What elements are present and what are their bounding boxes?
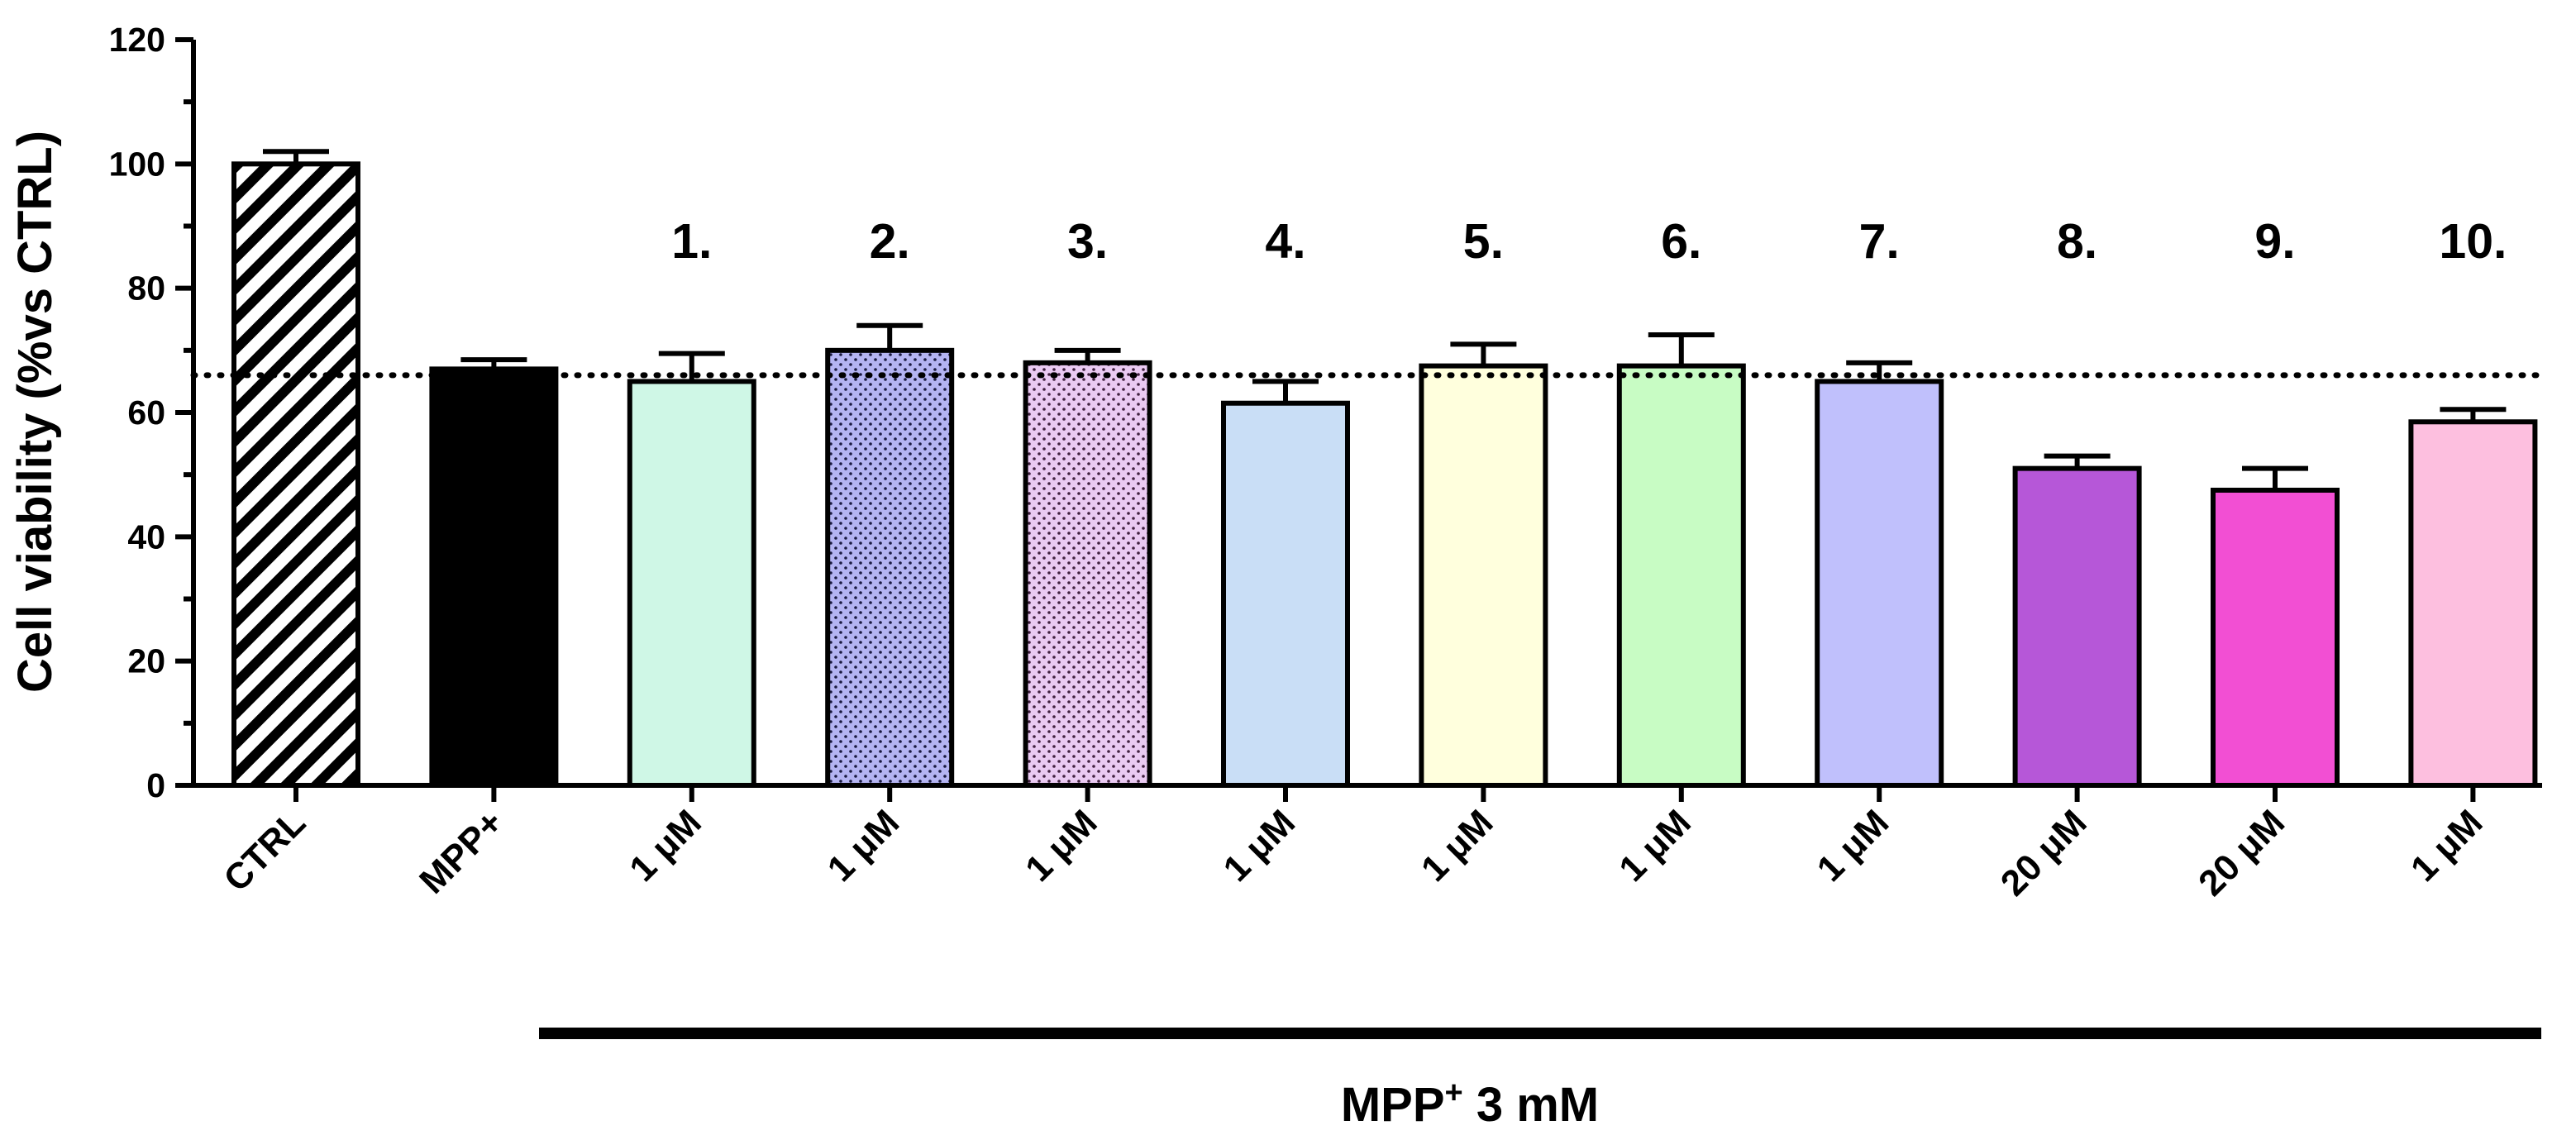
compound-number-label: 2. xyxy=(870,214,910,269)
group-label: MPP+ 3 mM xyxy=(1341,1076,1599,1132)
y-axis: 0 20 40 60 80 100 120 xyxy=(109,21,2542,804)
bar xyxy=(627,379,756,788)
y-tick-label: 60 xyxy=(127,394,165,432)
y-tick-label: 40 xyxy=(127,518,165,556)
x-tick-label: 1 μM xyxy=(1810,802,1897,890)
bar xyxy=(1023,360,1152,788)
bar xyxy=(2408,419,2538,788)
bar xyxy=(825,347,955,789)
compound-labels: 1. 2. 3. 4. 5. 6. 7. 8. 9. 10. xyxy=(671,214,2507,269)
y-axis-label: Cell viability (%vs CTRL) xyxy=(8,131,62,693)
compound-number-label: 4. xyxy=(1265,214,1305,269)
x-tick-label: 1 μM xyxy=(1216,802,1304,890)
compound-number-label: 8. xyxy=(2057,214,2097,269)
x-tick-label: CTRL xyxy=(216,802,313,899)
bar xyxy=(1419,363,1548,788)
bar xyxy=(2012,465,2142,789)
compound-number-label: 3. xyxy=(1067,214,1108,269)
x-tick-label: MPP+ xyxy=(412,802,511,901)
y-tick-label: 20 xyxy=(127,642,165,680)
compound-number-label: 9. xyxy=(2254,214,2295,269)
x-tick-label: 20 μM xyxy=(1993,802,2095,904)
x-tick-label: 1 μM xyxy=(622,802,709,890)
compound-number-label: 10. xyxy=(2439,214,2507,269)
compound-number-label: 7. xyxy=(1859,214,1900,269)
compound-number-label: 6. xyxy=(1661,214,1701,269)
bar xyxy=(429,366,559,788)
bars xyxy=(190,149,2550,802)
compound-number-label: 1. xyxy=(671,214,712,269)
x-tick-label: 1 μM xyxy=(1414,802,1501,890)
x-tick-label: 20 μM xyxy=(2191,802,2292,904)
bar xyxy=(1815,379,1944,788)
compound-number-label: 5. xyxy=(1463,214,1504,269)
bar xyxy=(1616,363,1746,788)
bar xyxy=(231,161,360,789)
y-tick-label: 120 xyxy=(109,21,165,59)
y-tick-label: 0 xyxy=(146,766,165,804)
x-tick-label: 1 μM xyxy=(820,802,908,890)
y-tick-label: 80 xyxy=(127,269,165,308)
bar xyxy=(2211,487,2340,788)
y-tick-label: 100 xyxy=(109,145,165,183)
x-tick-label: 1 μM xyxy=(2403,802,2491,890)
bar xyxy=(1221,400,1350,788)
x-tick-label: 1 μM xyxy=(1018,802,1105,890)
x-tick-label: 1 μM xyxy=(1611,802,1699,890)
x-axis-labels: CTRL MPP+ 1 μM 1 μM 1 μM 1 μM 1 μM 1 μM 1 μM 20 μ… xyxy=(216,802,2490,904)
